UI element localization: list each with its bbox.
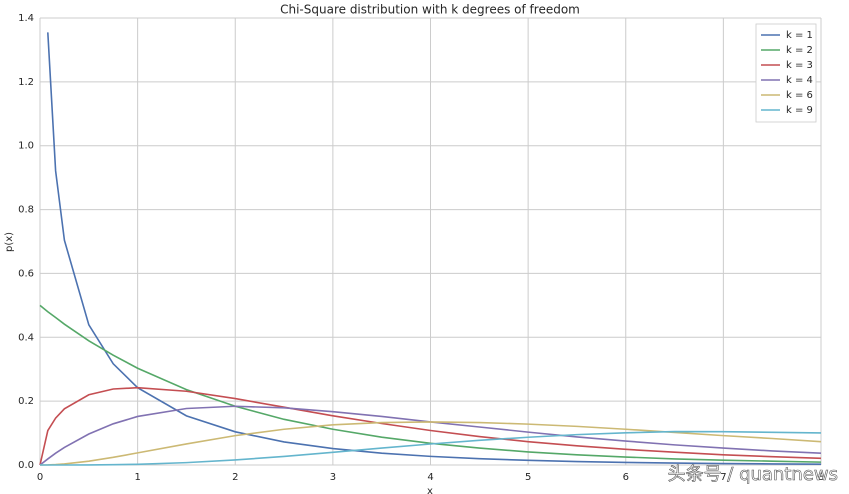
series-line xyxy=(39,405,822,466)
y-tick-label: 0.0 xyxy=(18,460,34,471)
x-tick-label: 5 xyxy=(525,472,531,483)
plot-area: 0.0 0.2 0.4 0.6 0.8 1.0 1.2 1.4 0 1 2 3 4 5 6 7 8 k = 1 k … xyxy=(18,13,824,483)
x-tick-label: 1 xyxy=(134,472,140,483)
series-line xyxy=(39,304,822,463)
y-tick-label: 1.0 xyxy=(18,141,34,152)
legend-label: k = 9 xyxy=(786,105,813,116)
series-line xyxy=(39,386,822,466)
y-tick-label: 0.8 xyxy=(18,205,34,216)
y-tick-label: 0.2 xyxy=(18,396,34,407)
x-tick-label: 2 xyxy=(232,472,238,483)
watermark: 头条号 / quantnews xyxy=(668,464,838,485)
legend-box xyxy=(755,23,817,123)
y-tick-label: 1.4 xyxy=(18,13,34,24)
legend-label: k = 1 xyxy=(786,30,813,41)
legend-label: k = 4 xyxy=(786,75,813,86)
legend-label: k = 3 xyxy=(786,60,813,71)
x-tick-label: 0 xyxy=(37,472,43,483)
legend-label: k = 2 xyxy=(786,45,813,56)
y-tick-label: 0.4 xyxy=(18,332,34,343)
y-tick-label: 1.2 xyxy=(18,77,34,88)
y-tick-label: 0.6 xyxy=(18,268,34,279)
x-tick-label: 3 xyxy=(330,472,336,483)
legend-label: k = 6 xyxy=(786,90,813,101)
series-line xyxy=(47,32,822,465)
x-tick-label: 6 xyxy=(623,472,629,483)
x-tick-label: 7 xyxy=(720,472,726,483)
x-tick-label: 8 xyxy=(818,472,824,483)
series-line xyxy=(40,430,822,466)
x-axis-label: x xyxy=(427,486,433,494)
chart-title: Chi-Square distribution with k degrees o… xyxy=(280,3,580,17)
x-tick-label: 4 xyxy=(427,472,433,483)
y-axis-label: p(x) xyxy=(4,232,15,252)
